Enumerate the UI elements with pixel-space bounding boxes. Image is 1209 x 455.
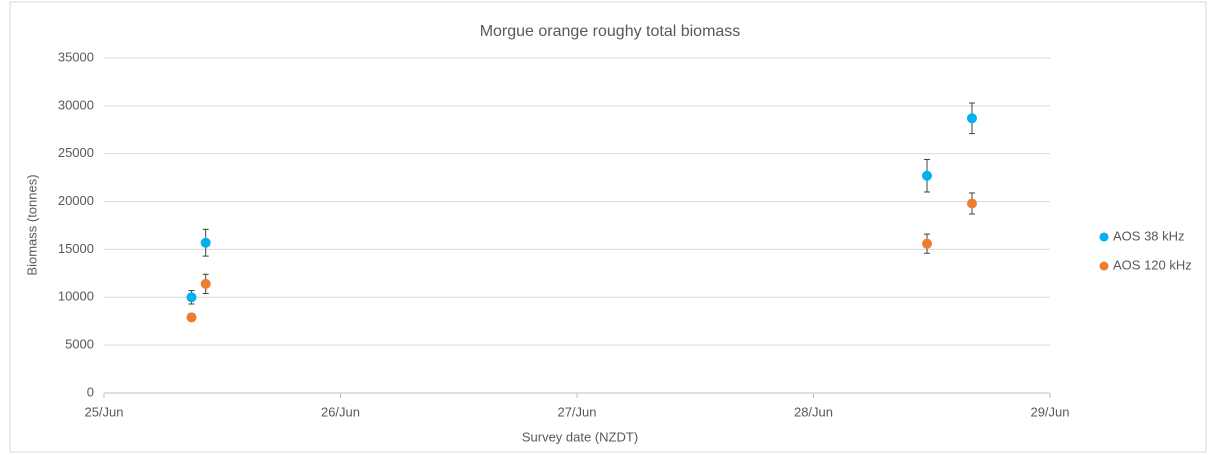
x-tick-label: 26/Jun — [321, 404, 360, 419]
chart-title: Morgue orange roughy total biomass — [480, 23, 741, 40]
y-tick-label: 15000 — [58, 241, 94, 256]
legend-marker — [1099, 261, 1109, 271]
x-axis-label: Survey date (NZDT) — [522, 429, 638, 444]
y-axis-label: Biomass (tonnes) — [24, 174, 39, 275]
point — [922, 238, 933, 249]
y-tick-label: 20000 — [58, 193, 94, 208]
y-tick-label: 0 — [87, 384, 94, 399]
x-tick-label: 28/Jun — [794, 404, 833, 419]
x-tick-label: 27/Jun — [557, 404, 596, 419]
y-tick-label: 5000 — [65, 337, 94, 352]
point — [922, 170, 933, 181]
legend-marker — [1099, 232, 1109, 242]
point — [186, 312, 197, 323]
point — [200, 278, 211, 289]
y-tick-label: 25000 — [58, 145, 94, 160]
chart-frame — [9, 1, 1207, 453]
y-tick-label: 35000 — [58, 49, 94, 64]
legend-label: AOS 120 kHz — [1113, 257, 1192, 272]
x-tick-label: 25/Jun — [84, 404, 123, 419]
legend-label: AOS 38 kHz — [1113, 228, 1185, 243]
y-tick-label: 30000 — [58, 97, 94, 112]
point — [966, 113, 977, 124]
point — [966, 198, 977, 209]
point — [200, 237, 211, 248]
x-tick-label: 29/Jun — [1030, 404, 1069, 419]
point — [186, 292, 197, 303]
y-tick-label: 10000 — [58, 289, 94, 304]
